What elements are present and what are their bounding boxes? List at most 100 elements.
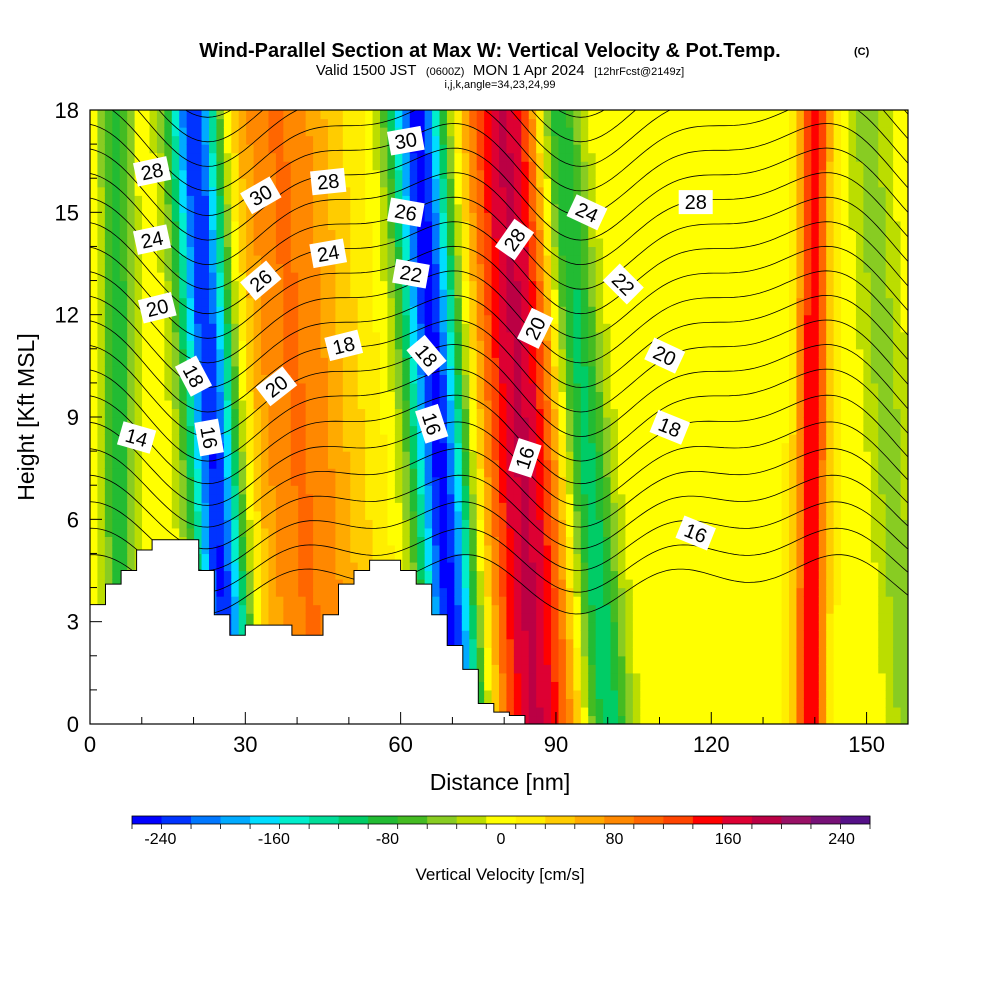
w-cell (372, 323, 381, 333)
w-cell (506, 186, 515, 196)
w-cell (179, 323, 188, 333)
w-cell (469, 553, 478, 563)
w-cell (313, 263, 322, 273)
w-cell (387, 485, 396, 495)
w-cell (439, 254, 448, 265)
w-cell (506, 493, 515, 503)
w-cell (469, 178, 478, 188)
w-cell (476, 468, 485, 478)
w-cell (223, 246, 232, 256)
w-cell (275, 510, 284, 520)
w-cell (446, 203, 455, 213)
w-cell (342, 374, 351, 384)
w-cell (439, 468, 448, 478)
w-cell (551, 229, 560, 239)
w-cell (409, 254, 418, 265)
w-cell (119, 135, 128, 145)
w-cell (595, 596, 604, 606)
w-cell (476, 613, 485, 623)
w-cell (551, 664, 560, 674)
w-cell (261, 323, 270, 333)
w-cell (186, 502, 195, 512)
w-cell (342, 459, 351, 469)
w-cell (290, 451, 299, 461)
w-cell (573, 408, 582, 418)
w-cell (595, 331, 604, 341)
w-cell (112, 118, 121, 128)
w-cell (179, 186, 188, 196)
w-cell (543, 382, 552, 393)
w-cell (127, 263, 136, 273)
w-cell (402, 340, 411, 350)
w-cell (327, 561, 336, 572)
w-cell (409, 374, 418, 384)
w-cell (402, 195, 411, 205)
w-cell (499, 468, 508, 478)
w-cell (573, 237, 582, 248)
w-cell (417, 331, 426, 341)
w-cell (580, 553, 589, 563)
w-cell (342, 579, 351, 589)
w-cell (156, 382, 165, 393)
w-cell (142, 519, 151, 529)
w-cell (335, 280, 344, 290)
w-cell (446, 186, 455, 196)
w-cell (491, 365, 500, 375)
w-cell (521, 161, 530, 171)
w-cell (156, 118, 165, 128)
w-cell (417, 229, 426, 239)
w-cell (573, 417, 582, 427)
w-cell (402, 237, 411, 248)
w-cell (573, 544, 582, 555)
w-cell (142, 399, 151, 410)
w-cell (417, 152, 426, 162)
w-cell (409, 306, 418, 316)
w-cell (551, 647, 560, 657)
w-cell (454, 314, 463, 324)
w-cell (521, 254, 530, 265)
w-cell (536, 689, 545, 700)
w-cell (394, 246, 403, 256)
w-cell (558, 186, 567, 196)
w-cell (350, 178, 359, 188)
w-cell (283, 451, 292, 461)
w-cell (171, 519, 180, 529)
w-cell (246, 254, 255, 265)
w-cell (394, 417, 403, 427)
w-cell (603, 698, 612, 708)
w-cell (543, 280, 552, 290)
w-cell (335, 297, 344, 307)
w-cell (142, 186, 151, 196)
w-cell (119, 254, 128, 265)
w-cell (268, 220, 277, 230)
w-cell (275, 169, 284, 179)
w-cell (127, 451, 136, 461)
w-cell (573, 621, 582, 631)
w-cell (171, 374, 180, 384)
w-cell (119, 289, 128, 299)
w-cell (513, 331, 522, 341)
w-cell (499, 340, 508, 350)
w-cell (142, 340, 151, 350)
w-cell (261, 127, 270, 137)
w-cell (506, 544, 515, 555)
w-cell (454, 561, 463, 572)
w-cell (588, 672, 597, 682)
w-cell (528, 596, 537, 606)
w-cell (179, 485, 188, 495)
w-cell (283, 254, 292, 265)
w-cell (305, 382, 314, 393)
w-cell (543, 468, 552, 478)
w-cell (521, 408, 530, 418)
w-cell (164, 502, 173, 512)
w-cell (156, 459, 165, 469)
w-cell (446, 161, 455, 171)
copyright-mark: (C) (854, 46, 870, 58)
w-cell (432, 340, 441, 350)
w-cell (580, 664, 589, 674)
w-cell (171, 127, 180, 137)
w-cell (387, 254, 396, 265)
w-cell (186, 408, 195, 418)
w-cell (261, 254, 270, 265)
w-cell (149, 289, 158, 299)
